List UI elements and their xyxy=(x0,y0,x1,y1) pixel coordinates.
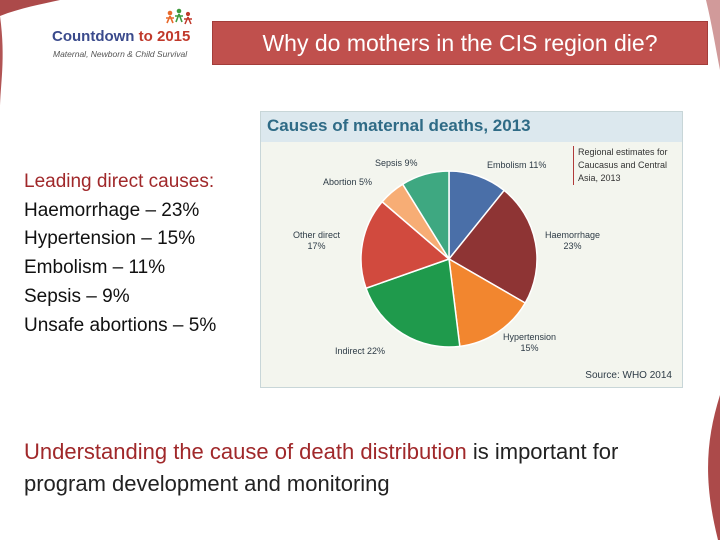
slice-label-indirect: Indirect 22% xyxy=(335,346,385,357)
slide-title: Why do mothers in the CIS region die? xyxy=(212,21,708,65)
slice-label-name: Embolism xyxy=(487,160,527,170)
slice-label-name: Haemorrhage xyxy=(545,230,601,240)
slice-label-value: 23% xyxy=(563,241,582,251)
cause-item: Haemorrhage – 23% xyxy=(24,199,200,221)
pie-chart-panel: Causes of maternal deaths, 2013 Sepsis 9… xyxy=(260,111,683,388)
slice-label-name: Hypertension xyxy=(503,332,557,342)
countdown-logo: Countdown to 2015 Maternal, Newborn & Ch… xyxy=(52,8,212,66)
slice-label-value: 5% xyxy=(359,177,373,187)
bottom-emphasis: Understanding the cause of death distrib… xyxy=(24,439,467,464)
pie-slice-indirect xyxy=(365,257,461,348)
logo-subtitle: Maternal, Newborn & Child Survival xyxy=(53,49,188,59)
slice-label-embolism: Embolism 11% xyxy=(487,160,546,171)
pie-slice-hypertension xyxy=(448,257,527,348)
slice-label-value: 22% xyxy=(367,346,386,356)
cause-item: Unsafe abortions – 5% xyxy=(24,314,217,336)
slice-label-haemorrhage: Haemorrhage 23% xyxy=(545,230,600,252)
pie-slice-sepsis xyxy=(401,170,450,262)
people-figures-icon xyxy=(166,8,192,25)
slice-label-value: 9% xyxy=(404,158,418,168)
slice-label-value: 15% xyxy=(520,343,539,353)
cause-item: Hypertension – 15% xyxy=(24,228,196,250)
pie-slice-other-direct xyxy=(360,200,451,290)
bottom-rest: is important for program development and… xyxy=(24,439,619,496)
pie-slice-haemorrhage xyxy=(447,189,538,305)
bottom-statement: Understanding the cause of death distrib… xyxy=(24,436,674,500)
slice-label-name: Abortion xyxy=(323,177,357,187)
chart-legend-note: Regional estimates for Caucasus and Cent… xyxy=(573,146,678,185)
slice-label-value: 17% xyxy=(307,241,326,251)
chart-source: Source: WHO 2014 xyxy=(585,370,672,381)
causes-list: Leading direct causes: Haemorrhage – 23%… xyxy=(24,168,216,340)
slice-label-name: Indirect xyxy=(335,346,365,356)
slice-label-name: Other direct xyxy=(293,230,341,240)
logo-main-text: Countdown xyxy=(52,28,135,45)
slice-label-value: 11% xyxy=(529,160,547,170)
cause-item: Sepsis – 9% xyxy=(24,285,130,307)
logo-title: Countdown to 2015 xyxy=(52,28,190,45)
logo-year-text: to 2015 xyxy=(138,28,191,45)
causes-heading: Leading direct causes: xyxy=(24,171,215,192)
chart-title-bar xyxy=(261,112,682,142)
slice-label-sepsis: Sepsis 9% xyxy=(375,158,418,169)
chart-title: Causes of maternal deaths, 2013 xyxy=(267,116,531,135)
slice-label-other-direct: Other direct 17% xyxy=(293,230,340,252)
pie-chart xyxy=(360,170,538,348)
cause-item: Embolism – 11% xyxy=(24,257,166,279)
slice-label-abortion: Abortion 5% xyxy=(323,177,372,188)
slice-label-hypertension: Hypertension 15% xyxy=(503,332,556,354)
slice-label-name: Sepsis xyxy=(375,158,403,168)
